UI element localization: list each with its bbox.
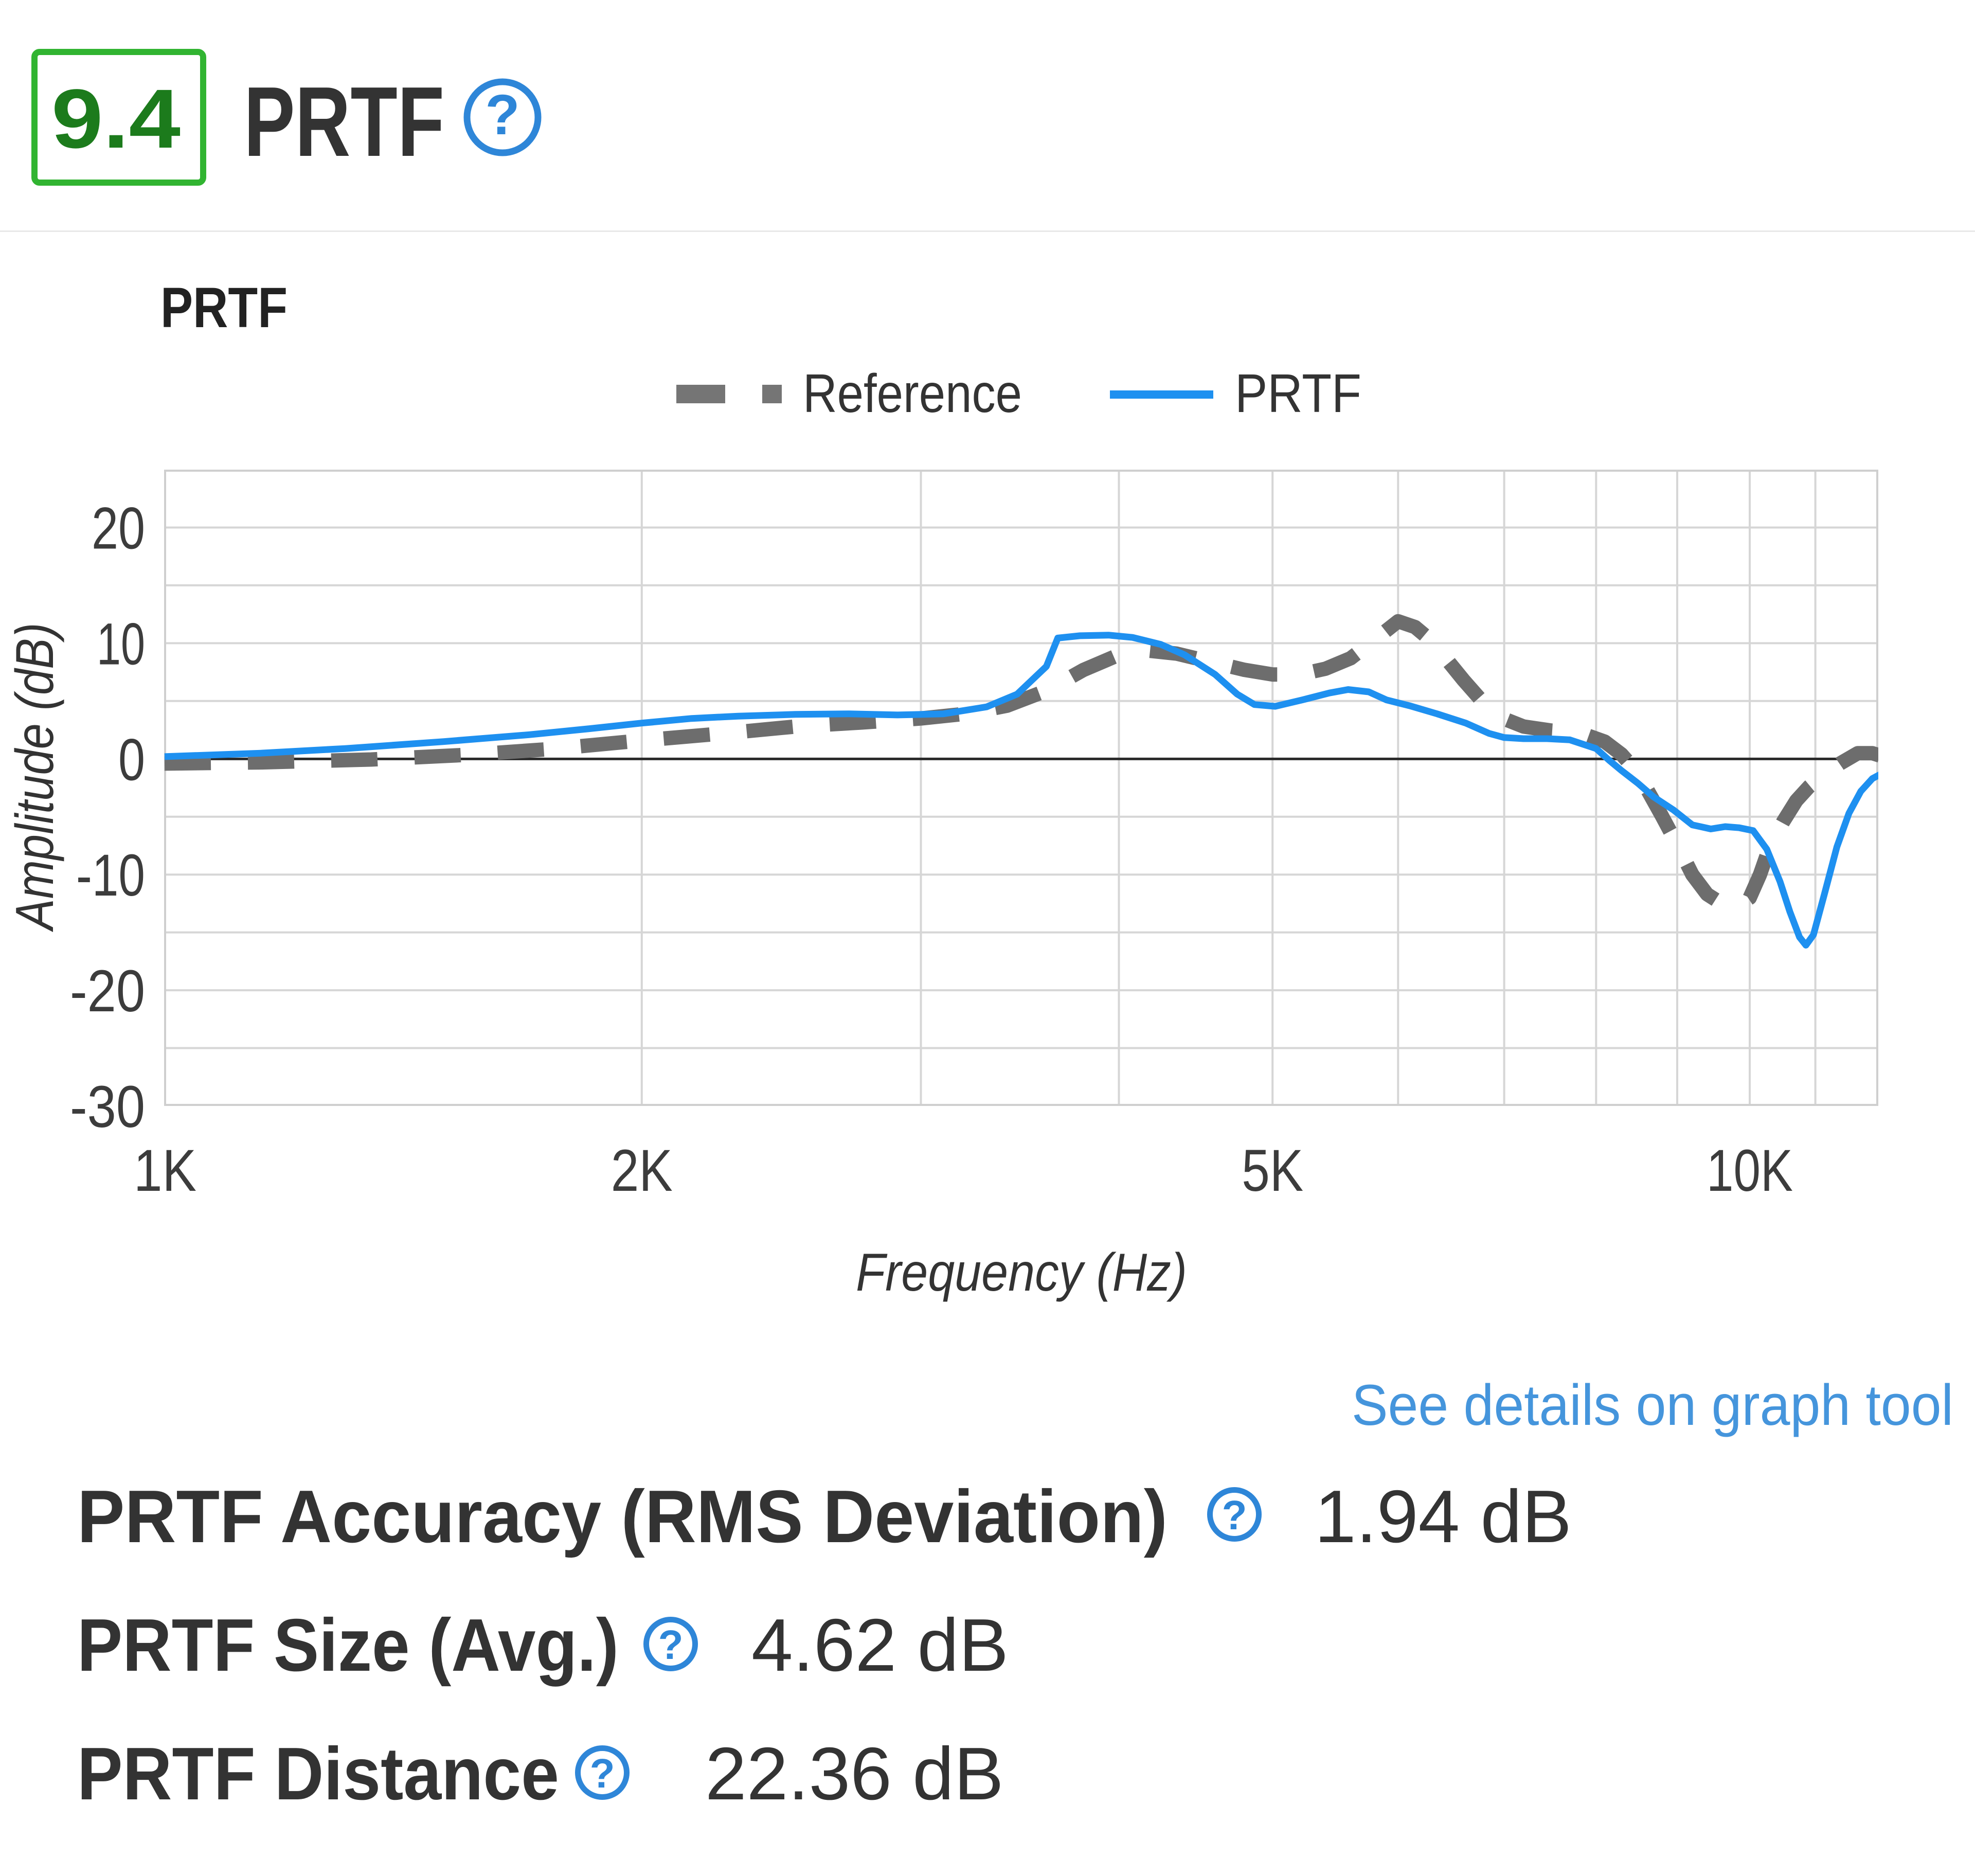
svg-text:?: ? [590, 1750, 615, 1796]
svg-text:See details on graph tool: See details on graph tool [1352, 1373, 1953, 1437]
svg-text:20: 20 [92, 496, 145, 562]
svg-text:1K: 1K [134, 1138, 196, 1204]
svg-text:-20: -20 [70, 958, 145, 1024]
svg-text:1.94 dB: 1.94 dB [1315, 1475, 1572, 1558]
svg-text:Reference: Reference [803, 363, 1022, 424]
svg-text:?: ? [1222, 1492, 1247, 1538]
svg-text:4.62 dB: 4.62 dB [751, 1603, 1009, 1687]
svg-text:?: ? [658, 1622, 684, 1668]
svg-text:Amplitude (dB): Amplitude (dB) [5, 623, 65, 933]
svg-text:PRTF Accuracy (RMS Deviation): PRTF Accuracy (RMS Deviation) [77, 1475, 1168, 1558]
svg-text:5K: 5K [1242, 1138, 1303, 1204]
svg-text:PRTF: PRTF [1235, 363, 1361, 424]
svg-text:22.36 dB: 22.36 dB [705, 1732, 1004, 1815]
svg-text:PRTF Distance: PRTF Distance [77, 1732, 559, 1815]
svg-text:10: 10 [97, 611, 145, 677]
svg-text:0: 0 [118, 727, 145, 793]
svg-text:PRTF: PRTF [160, 276, 288, 340]
svg-text:9.4: 9.4 [51, 72, 181, 166]
svg-text:PRTF: PRTF [244, 66, 444, 177]
svg-text:-10: -10 [76, 843, 145, 908]
svg-text:2K: 2K [611, 1138, 673, 1204]
svg-text:PRTF Size (Avg.): PRTF Size (Avg.) [77, 1603, 619, 1687]
svg-text:10K: 10K [1707, 1138, 1793, 1204]
svg-text:-30: -30 [70, 1074, 145, 1140]
svg-text:?: ? [485, 83, 519, 147]
svg-text:Frequency (Hz): Frequency (Hz) [856, 1243, 1187, 1302]
